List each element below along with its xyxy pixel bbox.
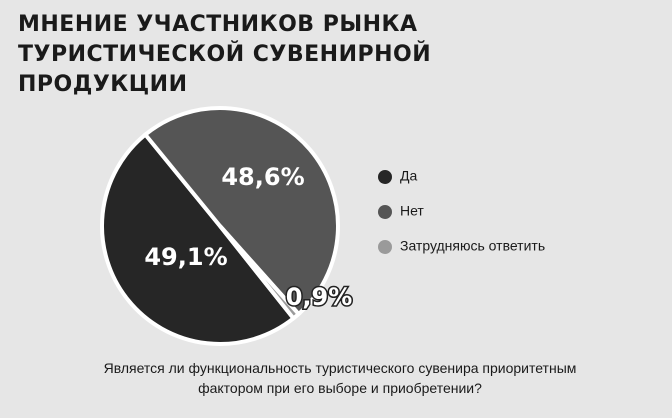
legend-marker [378,170,392,184]
data-label: 48,6% [221,163,304,191]
legend-label: Да [400,168,417,184]
legend-label: Нет [400,203,424,219]
legend-label: Затрудняюсь ответить [400,238,545,254]
chart-caption: Является ли функциональность туристическ… [103,360,577,396]
legend-marker [378,205,392,219]
pie-slice [142,106,340,317]
data-label: 49,1% [144,243,227,271]
chart-title: МНЕНИЕ УЧАСТНИКОВ РЫНКА ТУРИСТИЧЕСКОЙ СУ… [18,12,432,97]
legend-marker [378,240,392,254]
data-label: 0,9% [286,283,353,311]
pie-slice [100,131,297,347]
pie-slice [218,224,302,322]
